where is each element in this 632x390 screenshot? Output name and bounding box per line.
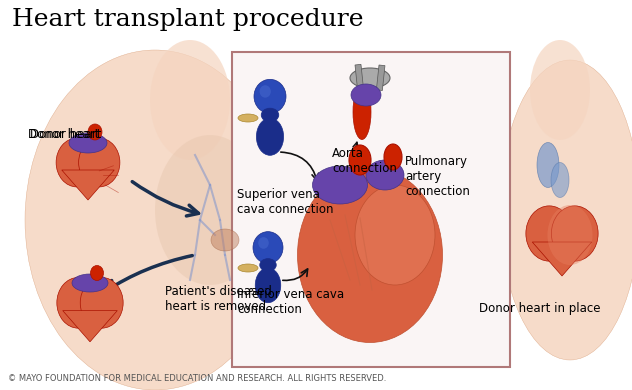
- Ellipse shape: [25, 50, 285, 390]
- Ellipse shape: [366, 160, 404, 190]
- Text: Aorta
connection: Aorta connection: [332, 147, 397, 175]
- Ellipse shape: [298, 167, 442, 342]
- Text: © MAYO FOUNDATION FOR MEDICAL EDUCATION AND RESEARCH. ALL RIGHTS RESERVED.: © MAYO FOUNDATION FOR MEDICAL EDUCATION …: [8, 374, 386, 383]
- Ellipse shape: [349, 145, 371, 175]
- Ellipse shape: [500, 60, 632, 360]
- Ellipse shape: [255, 268, 281, 303]
- Text: Pulmonary
artery
connection: Pulmonary artery connection: [405, 155, 470, 198]
- Ellipse shape: [261, 108, 279, 122]
- Ellipse shape: [78, 138, 120, 187]
- Ellipse shape: [526, 206, 573, 261]
- Ellipse shape: [150, 40, 230, 160]
- Ellipse shape: [211, 229, 239, 251]
- Ellipse shape: [350, 68, 390, 88]
- Ellipse shape: [257, 118, 284, 155]
- Ellipse shape: [72, 274, 108, 292]
- Ellipse shape: [155, 135, 265, 285]
- Bar: [377, 65, 385, 90]
- Text: Donor heart: Donor heart: [30, 128, 101, 141]
- Polygon shape: [532, 242, 592, 276]
- Ellipse shape: [312, 166, 367, 204]
- Ellipse shape: [258, 237, 269, 249]
- Ellipse shape: [254, 79, 286, 113]
- Ellipse shape: [80, 277, 123, 328]
- Text: Donor heart in place: Donor heart in place: [479, 302, 601, 315]
- Ellipse shape: [238, 264, 258, 272]
- Text: Patient's diseased
heart is removed: Patient's diseased heart is removed: [165, 285, 272, 313]
- Ellipse shape: [351, 84, 381, 106]
- Ellipse shape: [238, 114, 258, 122]
- Ellipse shape: [355, 185, 435, 285]
- Ellipse shape: [547, 205, 592, 265]
- Ellipse shape: [260, 259, 276, 271]
- Bar: [355, 64, 363, 90]
- Ellipse shape: [530, 40, 590, 140]
- Polygon shape: [62, 170, 114, 200]
- Text: Superior vena
cava connection: Superior vena cava connection: [237, 188, 334, 216]
- Text: Heart transplant procedure: Heart transplant procedure: [12, 8, 363, 31]
- Ellipse shape: [88, 124, 102, 140]
- Ellipse shape: [384, 144, 402, 170]
- Ellipse shape: [56, 138, 97, 187]
- Polygon shape: [63, 310, 118, 342]
- FancyBboxPatch shape: [232, 52, 510, 367]
- Ellipse shape: [353, 85, 371, 140]
- Ellipse shape: [551, 163, 569, 197]
- Ellipse shape: [69, 133, 107, 153]
- Ellipse shape: [57, 277, 100, 328]
- Ellipse shape: [253, 232, 283, 264]
- Ellipse shape: [537, 142, 559, 188]
- Ellipse shape: [260, 85, 270, 98]
- Ellipse shape: [551, 206, 598, 261]
- Text: Inferior vena cava
connection: Inferior vena cava connection: [237, 288, 344, 316]
- Text: Donor heart: Donor heart: [28, 128, 99, 141]
- Ellipse shape: [90, 266, 104, 280]
